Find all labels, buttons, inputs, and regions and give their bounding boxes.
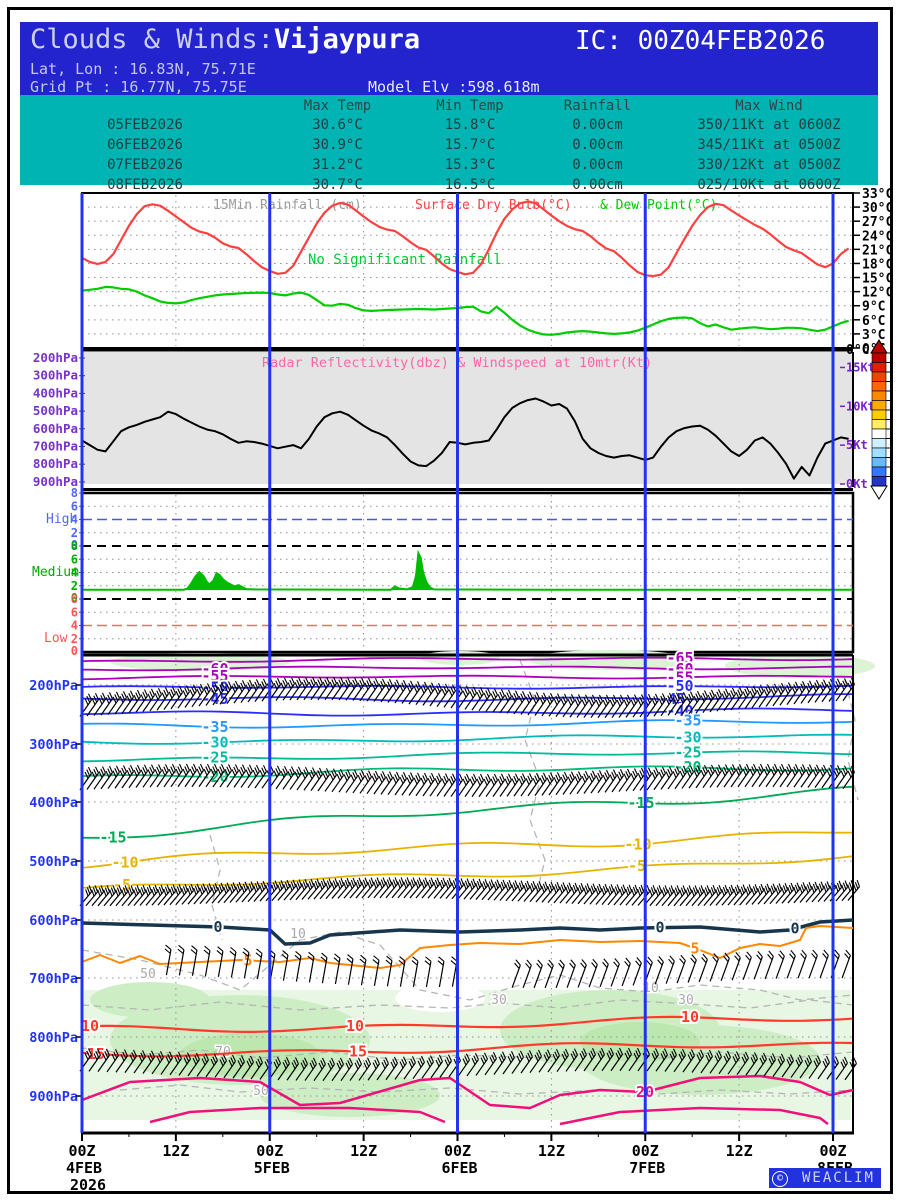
cell-date: 06FEB2026 [107, 137, 183, 153]
cell-date: 08FEB2026 [107, 177, 183, 193]
cell-max-wind: 330/12Kt at 0500Z [697, 157, 841, 173]
lat-lon-label: Lat, Lon : 16.83N, 75.71E [30, 60, 256, 78]
title-prefix: Clouds & Winds: [30, 24, 274, 55]
cell-date: 07FEB2026 [107, 157, 183, 173]
cell-max-temp: 30.6°C [312, 117, 363, 133]
cell-max-temp: 31.2°C [312, 157, 363, 173]
weaclim-logo: © WEACLIM [769, 1168, 881, 1188]
station-name: Vijaypura [273, 24, 421, 55]
table-row: 07FEB2026 31.2°C 15.3°C 0.00cm 330/12Kt … [20, 155, 878, 175]
cell-rainfall: 0.00cm [572, 177, 623, 193]
cell-rainfall: 0.00cm [572, 117, 623, 133]
cell-date: 05FEB2026 [107, 117, 183, 133]
cell-rainfall: 0.00cm [572, 137, 623, 153]
cell-max-temp: 30.7°C [312, 177, 363, 193]
forecast-summary-table: Max Temp Min Temp Rainfall Max Wind 05FE… [20, 95, 878, 193]
cell-min-temp: 15.7°C [444, 137, 496, 153]
cell-rainfall: 0.00cm [572, 157, 623, 173]
col-max-temp: Max Temp [303, 98, 372, 114]
grid-pt-label: Grid Pt : 16.77N, 75.75E [30, 78, 247, 96]
table-row: 06FEB2026 30.9°C 15.7°C 0.00cm 345/11Kt … [20, 135, 878, 155]
col-min-temp: Min Temp [436, 98, 504, 114]
cell-max-wind: 350/11Kt at 0600Z [697, 117, 841, 133]
copyright-icon: © [772, 1171, 788, 1187]
model-elev-label: Model Elv :598.618m [368, 78, 540, 96]
cell-max-wind: 025/10Kt at 0600Z [697, 177, 841, 193]
logo-text: WEACLIM [801, 1170, 875, 1186]
summary-header-row: Max Temp Min Temp Rainfall Max Wind [20, 95, 878, 115]
table-row: 08FEB2026 30.7°C 16.5°C 0.00cm 025/10Kt … [20, 175, 878, 195]
col-max-wind: Max Wind [735, 98, 803, 114]
cell-min-temp: 15.8°C [444, 117, 496, 133]
col-rainfall: Rainfall [563, 98, 632, 114]
table-row: 05FEB2026 30.6°C 15.8°C 0.00cm 350/11Kt … [20, 115, 878, 135]
page-title: Clouds & Winds:Vijaypura [30, 24, 420, 55]
initial-condition-label: IC: 00Z04FEB2026 [575, 26, 826, 56]
cell-min-temp: 16.5°C [444, 177, 496, 193]
cell-max-temp: 30.9°C [312, 137, 363, 153]
col-date [20, 97, 270, 115]
page-border [7, 7, 893, 1194]
cell-min-temp: 15.3°C [444, 157, 496, 173]
cell-max-wind: 345/11Kt at 0500Z [697, 137, 841, 153]
header-bar: Clouds & Winds:Vijaypura IC: 00Z04FEB202… [20, 22, 878, 96]
